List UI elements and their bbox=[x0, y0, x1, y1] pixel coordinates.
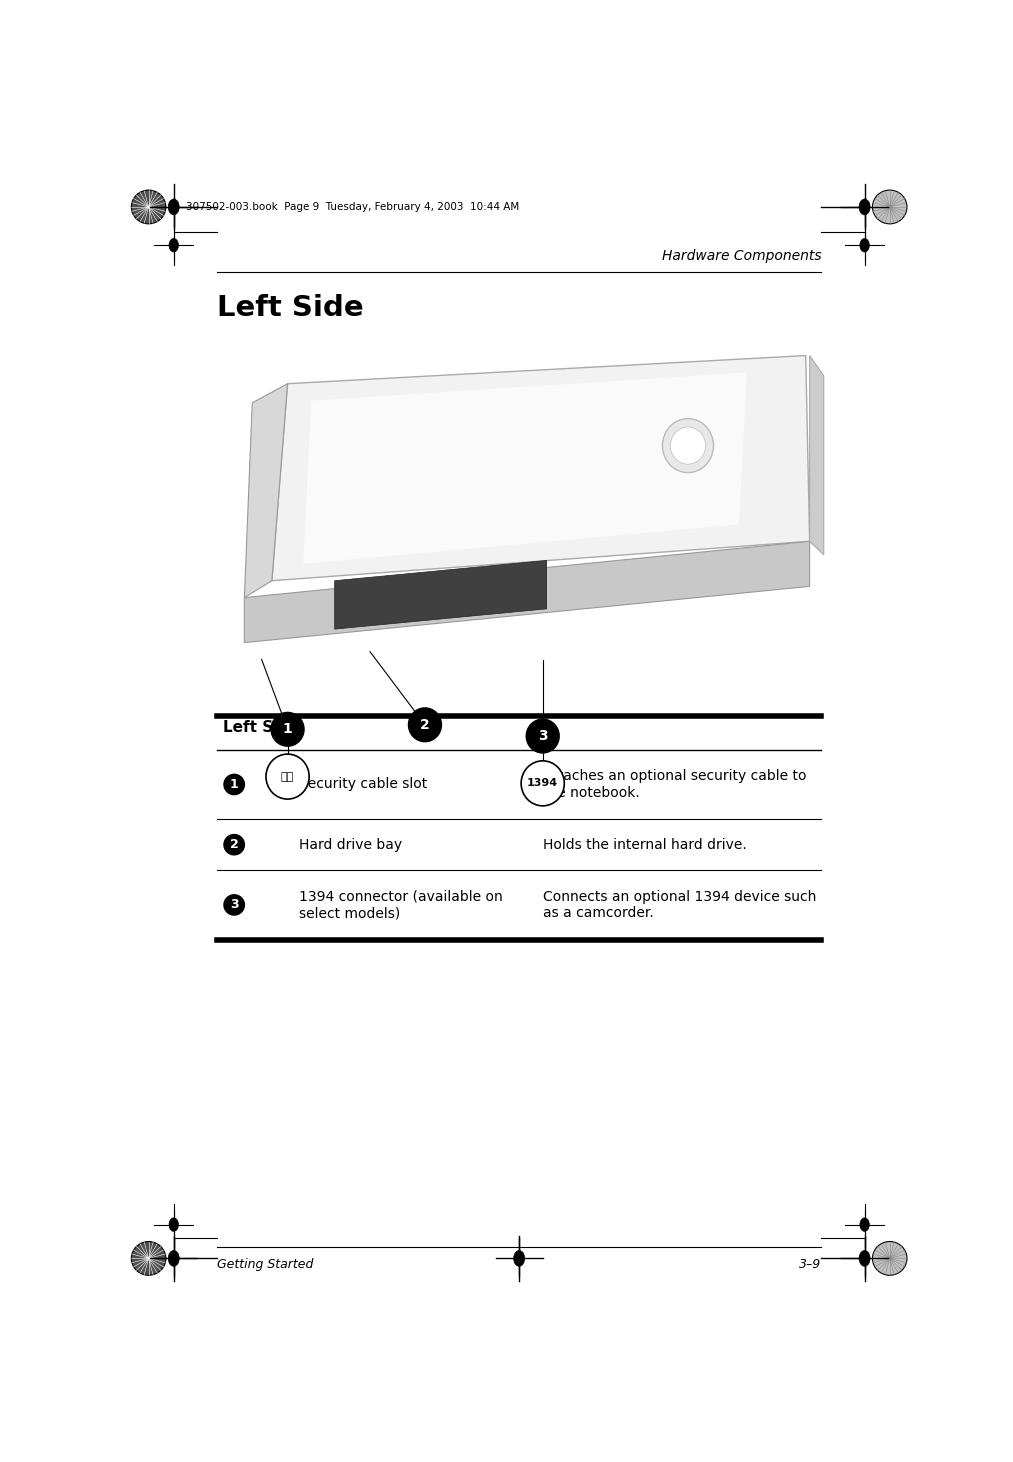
Polygon shape bbox=[244, 541, 809, 643]
Polygon shape bbox=[809, 355, 824, 554]
Ellipse shape bbox=[224, 895, 244, 915]
Text: Hard drive bay: Hard drive bay bbox=[300, 838, 402, 852]
Polygon shape bbox=[334, 560, 547, 629]
Text: 1: 1 bbox=[283, 722, 293, 737]
Text: Hardware Components: Hardware Components bbox=[661, 249, 822, 263]
Ellipse shape bbox=[224, 775, 244, 795]
Text: Attaches an optional security cable to
the notebook.: Attaches an optional security cable to t… bbox=[543, 769, 806, 800]
Polygon shape bbox=[244, 383, 288, 598]
Ellipse shape bbox=[224, 835, 244, 855]
Circle shape bbox=[859, 1250, 870, 1266]
Ellipse shape bbox=[271, 712, 304, 746]
Ellipse shape bbox=[132, 1241, 166, 1275]
Text: 2: 2 bbox=[230, 838, 238, 851]
Text: 1394: 1394 bbox=[527, 778, 558, 788]
Text: 2: 2 bbox=[420, 718, 430, 732]
Ellipse shape bbox=[132, 190, 166, 224]
Ellipse shape bbox=[521, 760, 564, 806]
Circle shape bbox=[169, 238, 178, 251]
Circle shape bbox=[859, 199, 870, 215]
Text: Getting Started: Getting Started bbox=[217, 1259, 313, 1272]
Text: 3–9: 3–9 bbox=[799, 1259, 822, 1272]
Ellipse shape bbox=[872, 1241, 907, 1275]
Ellipse shape bbox=[671, 427, 706, 465]
Circle shape bbox=[514, 1250, 525, 1266]
Text: 3: 3 bbox=[230, 899, 238, 911]
Text: 307502-003.book  Page 9  Tuesday, February 4, 2003  10:44 AM: 307502-003.book Page 9 Tuesday, February… bbox=[185, 202, 519, 212]
Text: Left Side: Left Side bbox=[217, 294, 364, 322]
Ellipse shape bbox=[872, 190, 907, 224]
Text: ⧉⧉: ⧉⧉ bbox=[281, 772, 294, 782]
Circle shape bbox=[168, 1250, 179, 1266]
Text: Holds the internal hard drive.: Holds the internal hard drive. bbox=[543, 838, 747, 852]
Text: 3: 3 bbox=[538, 730, 548, 743]
Circle shape bbox=[169, 1218, 178, 1231]
Text: 1394 connector (available on
select models): 1394 connector (available on select mode… bbox=[300, 890, 503, 920]
Ellipse shape bbox=[663, 418, 713, 472]
Text: Connects an optional 1394 device such
as a camcorder.: Connects an optional 1394 device such as… bbox=[543, 890, 816, 920]
Circle shape bbox=[860, 238, 869, 251]
Circle shape bbox=[168, 199, 179, 215]
Text: Left Side: Left Side bbox=[223, 721, 300, 735]
Ellipse shape bbox=[526, 719, 559, 753]
Polygon shape bbox=[303, 373, 747, 564]
Circle shape bbox=[860, 1218, 869, 1231]
Text: 1: 1 bbox=[230, 778, 238, 791]
Text: Security cable slot: Security cable slot bbox=[300, 778, 427, 791]
Polygon shape bbox=[271, 355, 809, 580]
Ellipse shape bbox=[266, 754, 309, 800]
Ellipse shape bbox=[408, 708, 442, 741]
